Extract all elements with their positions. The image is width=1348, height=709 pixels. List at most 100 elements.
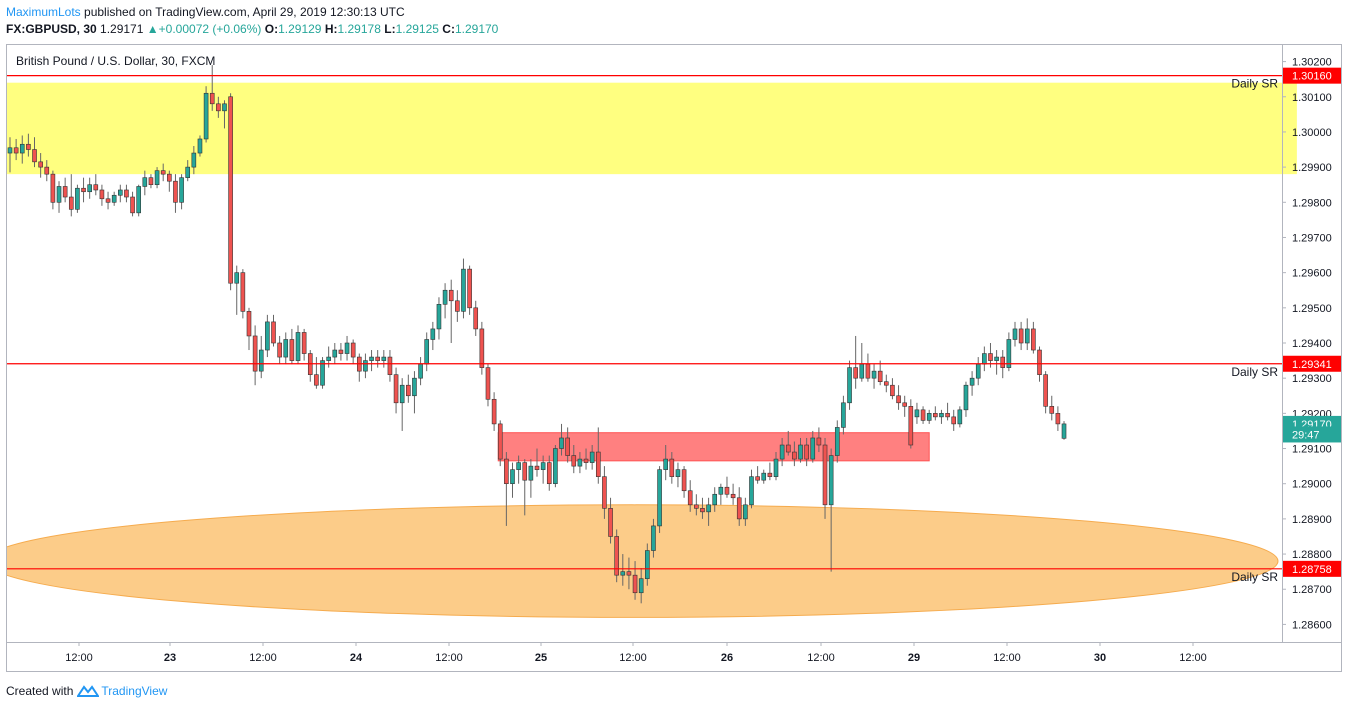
candle-up — [381, 356, 387, 361]
candle-up — [510, 469, 515, 485]
candle-up — [957, 409, 963, 425]
y-tick-label: 1.29100 — [1292, 444, 1332, 456]
chart-area[interactable]: Daily SR Daily SR Daily SR 1.30200 1.30100 1… — [0, 44, 1342, 672]
candle-down — [583, 458, 589, 463]
candle-up — [540, 462, 546, 470]
candle-up — [712, 493, 718, 506]
candle-up — [111, 194, 117, 203]
candle-down — [252, 335, 258, 372]
y-tick-label: 1.29300 — [1292, 373, 1332, 385]
x-tick-label: 12:00 — [619, 652, 647, 664]
symbol-line: FX:GBPUSD, 30 1.29171 ▲+0.00072 (+0.06%)… — [6, 21, 498, 38]
price-tag-label: 1.29341 — [1292, 359, 1332, 371]
price-tag — [1283, 67, 1341, 84]
candle-up — [234, 272, 240, 284]
price-tag-label: 1.30160 — [1292, 71, 1332, 83]
x-tick-label: 25 — [535, 652, 547, 664]
candle-up — [142, 177, 148, 187]
candlestick-chart[interactable]: Daily SR Daily SR Daily SR 1.30200 1.30100 1… — [0, 44, 1342, 672]
price-tag — [1283, 355, 1341, 372]
open-value: 1.29129 — [278, 22, 322, 36]
publisher-link[interactable]: MaximumLots — [6, 5, 81, 19]
tradingview-brand[interactable]: TradingView — [77, 683, 167, 699]
candle-down — [687, 490, 693, 506]
candle-up — [706, 504, 711, 513]
candle-down — [68, 196, 74, 210]
candle-up — [191, 152, 197, 168]
candle-up — [363, 360, 368, 372]
candle-down — [920, 409, 926, 421]
candle-up — [436, 304, 442, 330]
y-tick-label: 1.29700 — [1292, 232, 1332, 244]
candle-up — [663, 458, 668, 470]
candle-down — [277, 342, 282, 358]
candle-down — [301, 332, 307, 354]
candle-down — [694, 504, 699, 509]
candle-down — [816, 437, 822, 446]
candle-up — [749, 476, 754, 506]
candle-up — [516, 462, 521, 470]
candle-down — [571, 455, 577, 467]
candle-up — [442, 289, 448, 305]
candle-down — [246, 311, 252, 337]
candle-up — [1024, 328, 1030, 344]
candle-down — [160, 170, 166, 175]
high-value: 1.29178 — [337, 22, 381, 36]
candle-down — [81, 187, 86, 193]
candle-up — [1006, 339, 1012, 368]
change-value: +0.00072 (+0.06%) — [158, 22, 262, 36]
candle-up — [841, 402, 846, 428]
candle-down — [173, 180, 178, 203]
candle-up — [834, 427, 840, 456]
candle-down — [755, 476, 760, 481]
y-tick-label: 1.30100 — [1292, 92, 1332, 104]
candle-up — [283, 339, 289, 358]
x-tick-label: 23 — [164, 652, 176, 664]
candle-up — [994, 356, 999, 361]
candle-up — [461, 268, 466, 312]
daily-sr-label: Daily SR — [1231, 570, 1278, 584]
candle-down — [785, 444, 791, 453]
candle-down — [504, 458, 509, 485]
candle-up — [779, 444, 785, 460]
candle-down — [908, 406, 914, 446]
candle-down — [314, 374, 319, 386]
candle-down — [130, 196, 135, 214]
y-tick-label: 1.28600 — [1292, 619, 1332, 631]
candle-down — [700, 508, 705, 513]
candle-up — [675, 469, 681, 477]
candle-up — [828, 455, 834, 506]
candle-down — [853, 367, 858, 379]
candle-down — [1018, 328, 1024, 344]
candle-down — [32, 149, 37, 163]
candle-up — [222, 103, 227, 112]
published-text: published on TradingView.com, April 29, … — [84, 5, 405, 19]
candle-up — [332, 349, 338, 358]
y-tick-label: 1.29000 — [1292, 479, 1332, 491]
candle-up — [369, 356, 374, 361]
candle-up — [56, 186, 62, 203]
price-tag — [1283, 426, 1341, 443]
candle-down — [485, 367, 491, 400]
candle-up — [1061, 423, 1067, 439]
candle-up — [326, 356, 331, 361]
candle-down — [240, 272, 246, 312]
candle-down — [522, 462, 528, 481]
x-tick-label: 12:00 — [993, 652, 1021, 664]
price-tag-label: 1.28758 — [1292, 564, 1332, 576]
candle-up — [638, 578, 644, 594]
candle-down — [1000, 356, 1006, 368]
high-label: H: — [324, 22, 338, 36]
candle-down — [50, 173, 56, 203]
candle-down — [951, 416, 957, 425]
candle-down — [1055, 413, 1061, 425]
candle-up — [859, 363, 865, 379]
candle-up — [258, 349, 264, 372]
candle-down — [792, 451, 797, 460]
candle-down — [387, 356, 393, 375]
x-tick-label: 12:00 — [65, 652, 93, 664]
candle-down — [375, 356, 380, 361]
candle-down — [804, 444, 809, 460]
candle-up — [773, 458, 779, 477]
candle-up — [589, 451, 595, 463]
